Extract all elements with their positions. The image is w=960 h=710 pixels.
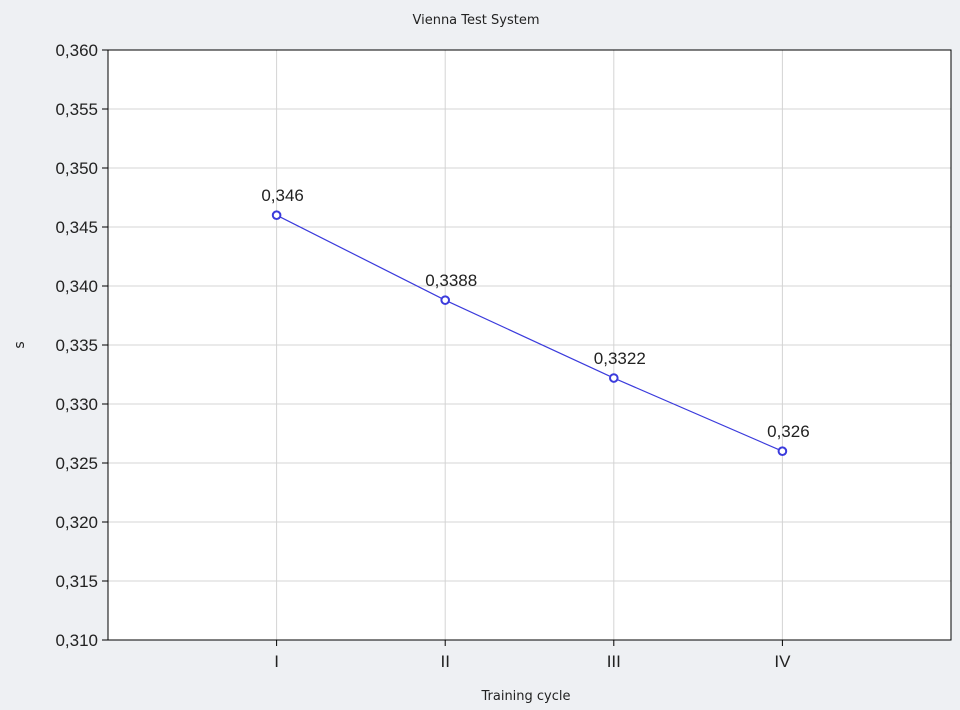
y-tick-label: 0,325	[55, 454, 98, 473]
x-tick-label: III	[607, 652, 621, 671]
y-tick-label: 0,315	[55, 572, 98, 591]
x-tick-label: I	[274, 652, 279, 671]
plot-frame	[107, 49, 952, 641]
grid-layer	[108, 50, 951, 640]
series-layer: 0,346 0,3388 0,3322 0,326	[261, 186, 810, 457]
y-tick-label: 0,320	[55, 513, 98, 532]
y-tick-label: 0,355	[55, 100, 98, 119]
x-tick-label: II	[440, 652, 449, 671]
data-label: 0,326	[767, 422, 810, 441]
axis-layer: 0,310 0,315 0,320 0,325 0,330 0,335 0,340 0,345…	[55, 41, 791, 671]
y-tick-label: 0,345	[55, 218, 98, 237]
data-point	[609, 373, 619, 383]
y-tick-label: 0,335	[55, 336, 98, 355]
x-axis-label: Training cycle	[480, 689, 570, 704]
y-tick-label: 0,330	[55, 395, 98, 414]
data-label: 0,3322	[594, 349, 646, 368]
data-point	[440, 295, 451, 305]
y-tick-label: 0,350	[55, 159, 98, 178]
data-point	[271, 210, 282, 220]
data-point	[777, 446, 788, 457]
x-tick-label: IV	[774, 652, 791, 671]
y-axis-label: s	[12, 341, 28, 348]
series-line	[276, 214, 783, 452]
chart-title: Vienna Test System	[412, 13, 539, 28]
y-tick-label: 0,360	[55, 41, 98, 60]
y-tick-label: 0,340	[55, 277, 98, 296]
y-tick-label: 0,310	[55, 631, 98, 650]
data-label: 0,346	[261, 186, 304, 205]
data-label: 0,3388	[425, 271, 477, 290]
